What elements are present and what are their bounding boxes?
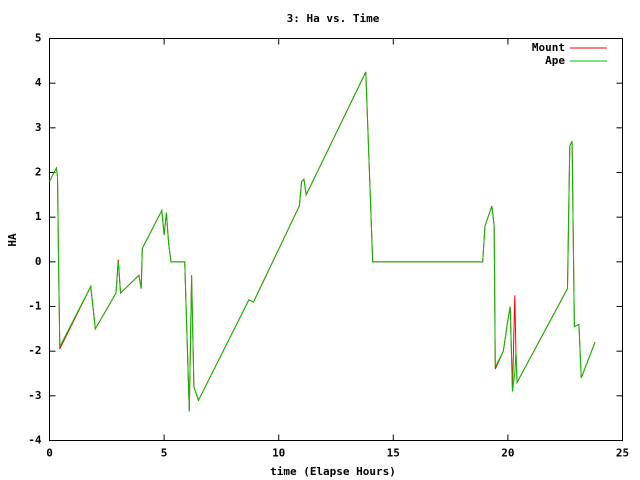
plot-frame [49, 38, 623, 441]
series-line [49, 71, 596, 412]
y-tick-label: 1 [35, 210, 42, 223]
y-tick-label: 0 [35, 255, 42, 268]
y-tick-label: 5 [35, 32, 42, 45]
x-tick-label: 10 [272, 447, 285, 460]
x-tick-label: 0 [46, 447, 53, 460]
y-tick-label: -3 [28, 389, 41, 402]
x-axis-label: time (Elapse Hours) [270, 465, 396, 478]
x-tick-label: 25 [616, 447, 629, 460]
y-tick-label: 3 [35, 121, 42, 134]
y-tick-label: 4 [35, 76, 42, 89]
y-tick-label: -4 [28, 434, 42, 447]
y-tick-label: -1 [28, 300, 42, 313]
chart-title: 3: Ha vs. Time [287, 12, 380, 25]
y-axis-label: HA [6, 233, 19, 247]
series-line [49, 71, 596, 412]
x-tick-label: 15 [387, 447, 400, 460]
y-tick-label: -2 [28, 344, 41, 357]
legend-label: Mount [532, 41, 565, 54]
legend-label: Ape [545, 54, 565, 67]
x-tick-label: 5 [161, 447, 168, 460]
x-tick-label: 20 [501, 447, 514, 460]
y-tick-label: 2 [35, 166, 42, 179]
